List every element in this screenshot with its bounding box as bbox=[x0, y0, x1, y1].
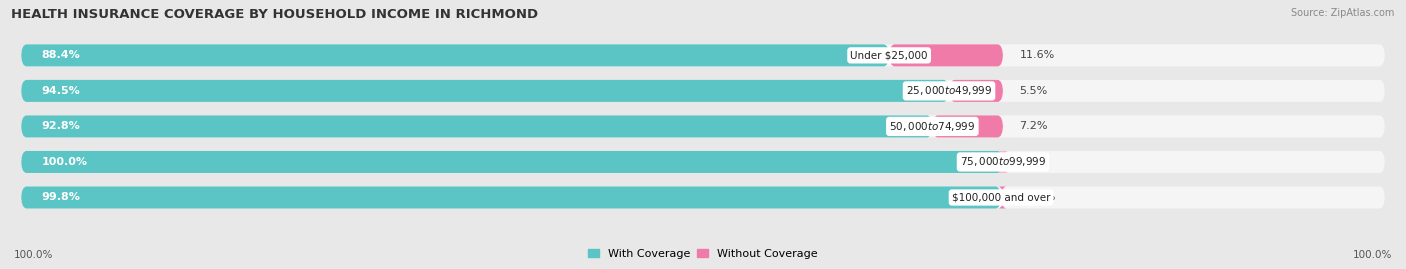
FancyBboxPatch shape bbox=[932, 115, 1002, 137]
Text: $50,000 to $74,999: $50,000 to $74,999 bbox=[889, 120, 976, 133]
Text: 100.0%: 100.0% bbox=[1353, 250, 1392, 260]
FancyBboxPatch shape bbox=[889, 44, 1002, 66]
FancyBboxPatch shape bbox=[21, 44, 889, 66]
Text: 94.5%: 94.5% bbox=[42, 86, 80, 96]
Text: $75,000 to $99,999: $75,000 to $99,999 bbox=[960, 155, 1046, 168]
Text: 0.0%: 0.0% bbox=[1019, 157, 1047, 167]
FancyBboxPatch shape bbox=[998, 151, 1008, 173]
Text: 92.8%: 92.8% bbox=[42, 121, 80, 132]
Text: 5.5%: 5.5% bbox=[1019, 86, 1047, 96]
FancyBboxPatch shape bbox=[21, 186, 1385, 208]
Text: 100.0%: 100.0% bbox=[42, 157, 87, 167]
Legend: With Coverage, Without Coverage: With Coverage, Without Coverage bbox=[583, 245, 823, 263]
FancyBboxPatch shape bbox=[21, 115, 1385, 137]
FancyBboxPatch shape bbox=[21, 44, 1385, 66]
FancyBboxPatch shape bbox=[21, 151, 1385, 173]
Text: Source: ZipAtlas.com: Source: ZipAtlas.com bbox=[1291, 8, 1395, 18]
Text: $25,000 to $49,999: $25,000 to $49,999 bbox=[905, 84, 993, 97]
FancyBboxPatch shape bbox=[21, 80, 1385, 102]
FancyBboxPatch shape bbox=[21, 115, 932, 137]
Text: $100,000 and over: $100,000 and over bbox=[952, 193, 1050, 203]
Text: 7.2%: 7.2% bbox=[1019, 121, 1047, 132]
FancyBboxPatch shape bbox=[949, 80, 1002, 102]
Text: HEALTH INSURANCE COVERAGE BY HOUSEHOLD INCOME IN RICHMOND: HEALTH INSURANCE COVERAGE BY HOUSEHOLD I… bbox=[11, 8, 538, 21]
Text: 11.6%: 11.6% bbox=[1019, 50, 1054, 60]
Text: 0.25%: 0.25% bbox=[1019, 193, 1056, 203]
FancyBboxPatch shape bbox=[21, 186, 1001, 208]
Text: 100.0%: 100.0% bbox=[14, 250, 53, 260]
Text: 99.8%: 99.8% bbox=[42, 193, 80, 203]
Text: Under $25,000: Under $25,000 bbox=[851, 50, 928, 60]
FancyBboxPatch shape bbox=[998, 186, 1007, 208]
FancyBboxPatch shape bbox=[21, 80, 949, 102]
FancyBboxPatch shape bbox=[21, 151, 1002, 173]
Text: 88.4%: 88.4% bbox=[42, 50, 80, 60]
